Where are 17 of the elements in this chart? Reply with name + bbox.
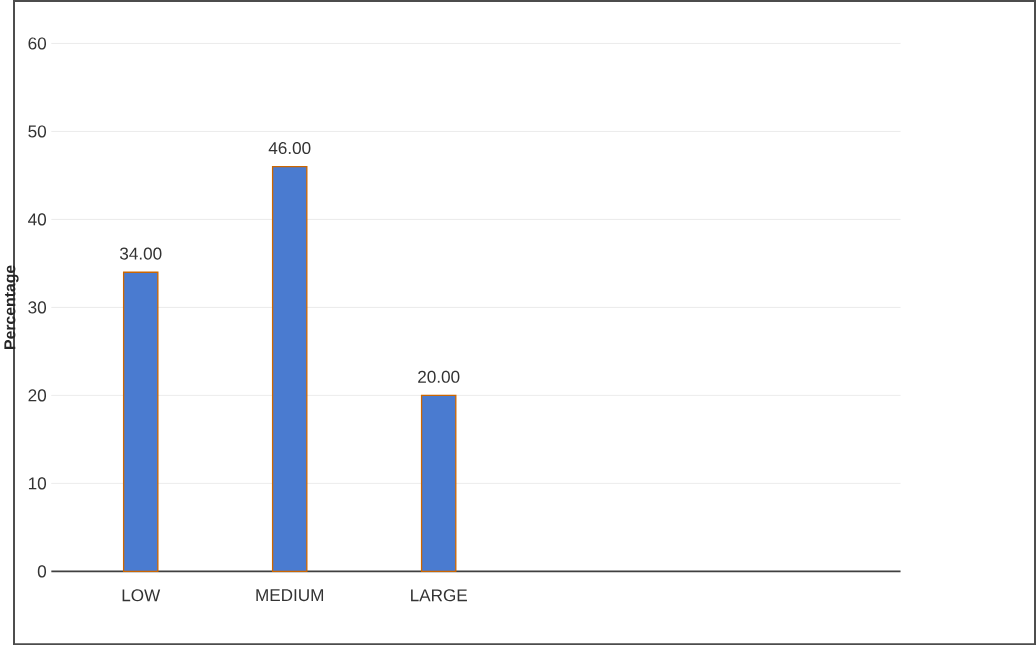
y-tick-label: 0 (37, 565, 47, 578)
y-axis-title: Percentage (4, 265, 19, 349)
bar (420, 394, 457, 572)
y-tick-label: 20 (28, 389, 47, 402)
bar (271, 165, 308, 572)
x-tick-label: LOW (122, 589, 161, 602)
data-label: 46.00 (268, 141, 311, 155)
y-tick-label: 10 (28, 477, 47, 490)
x-tick-label: MEDIUM (256, 589, 324, 602)
y-tick-label: 50 (28, 125, 47, 138)
bar (122, 271, 159, 572)
x-tick-label: LARGE (411, 589, 467, 602)
data-label: 20.00 (418, 370, 460, 383)
data-label: 34.00 (119, 247, 162, 260)
y-tick-label: 60 (28, 37, 47, 50)
y-tick-label: 30 (28, 301, 47, 314)
y-tick-label: 40 (28, 213, 47, 226)
